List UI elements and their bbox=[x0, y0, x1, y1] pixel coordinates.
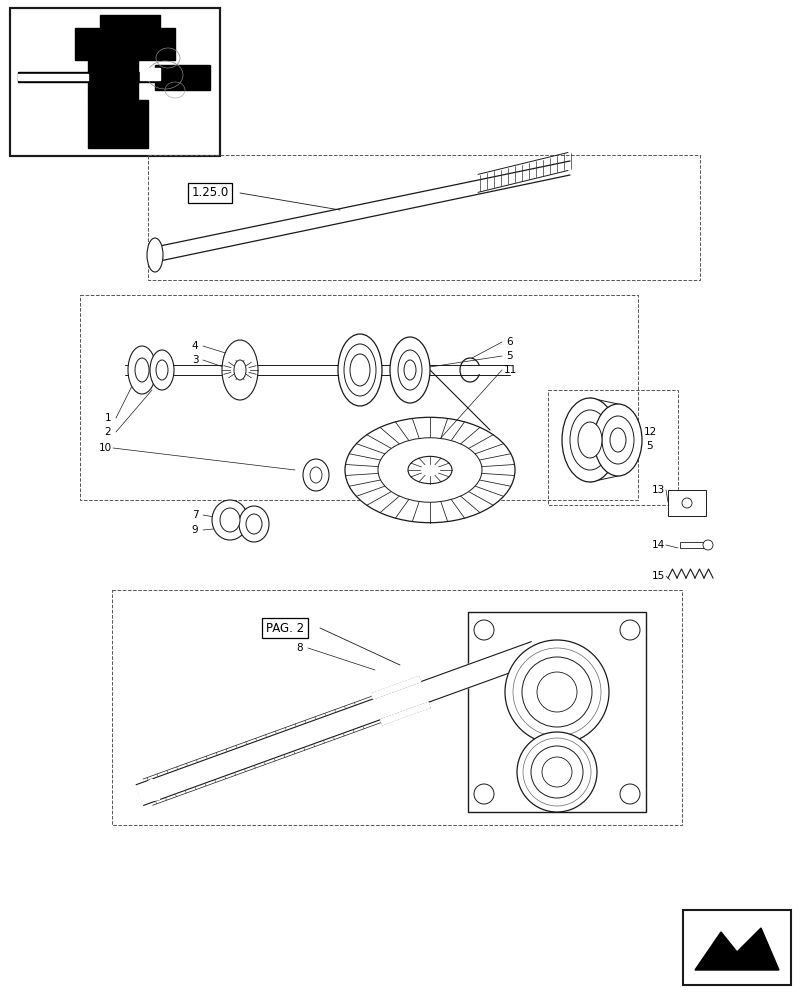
Polygon shape bbox=[18, 74, 88, 80]
Text: 13: 13 bbox=[650, 485, 664, 495]
Text: 12: 12 bbox=[642, 427, 656, 437]
Ellipse shape bbox=[530, 746, 582, 798]
Polygon shape bbox=[679, 542, 707, 548]
Ellipse shape bbox=[504, 640, 608, 744]
Bar bbox=[80, 295, 637, 500]
Text: 4: 4 bbox=[191, 341, 198, 351]
Ellipse shape bbox=[577, 422, 601, 458]
Bar bbox=[467, 612, 646, 812]
Ellipse shape bbox=[594, 404, 642, 476]
Ellipse shape bbox=[303, 459, 328, 491]
Text: 8: 8 bbox=[296, 643, 303, 653]
Polygon shape bbox=[136, 642, 538, 805]
Text: 11: 11 bbox=[503, 365, 516, 375]
Text: 1.25.0: 1.25.0 bbox=[191, 186, 229, 200]
Ellipse shape bbox=[620, 620, 639, 640]
Ellipse shape bbox=[702, 540, 712, 550]
Ellipse shape bbox=[135, 358, 148, 382]
Polygon shape bbox=[380, 702, 430, 725]
Ellipse shape bbox=[620, 784, 639, 804]
Bar bbox=[682, 910, 790, 985]
Text: 2: 2 bbox=[105, 427, 111, 437]
Ellipse shape bbox=[521, 657, 591, 727]
Ellipse shape bbox=[221, 340, 258, 400]
Ellipse shape bbox=[404, 360, 415, 380]
Polygon shape bbox=[100, 15, 160, 32]
Bar bbox=[148, 155, 699, 280]
Bar bbox=[667, 490, 705, 516]
Ellipse shape bbox=[389, 337, 430, 403]
Polygon shape bbox=[88, 30, 138, 100]
Polygon shape bbox=[18, 72, 155, 82]
Ellipse shape bbox=[344, 344, 375, 396]
Ellipse shape bbox=[234, 360, 246, 380]
Polygon shape bbox=[88, 100, 148, 148]
Bar bbox=[10, 8, 220, 156]
Bar bbox=[112, 590, 681, 825]
Text: PAG. 2: PAG. 2 bbox=[266, 621, 303, 635]
Ellipse shape bbox=[601, 416, 633, 464]
Text: 3: 3 bbox=[191, 355, 198, 365]
Ellipse shape bbox=[378, 438, 482, 502]
Bar bbox=[10, 8, 220, 156]
Text: 7: 7 bbox=[191, 510, 198, 520]
Bar bbox=[547, 390, 677, 505]
Ellipse shape bbox=[345, 417, 514, 523]
Polygon shape bbox=[667, 490, 705, 516]
Text: 6: 6 bbox=[506, 337, 513, 347]
Ellipse shape bbox=[536, 672, 577, 712]
Ellipse shape bbox=[128, 346, 156, 394]
Ellipse shape bbox=[212, 500, 247, 540]
Ellipse shape bbox=[474, 784, 493, 804]
Bar bbox=[679, 542, 707, 548]
Ellipse shape bbox=[569, 410, 609, 470]
Text: 10: 10 bbox=[98, 443, 111, 453]
Polygon shape bbox=[75, 28, 175, 60]
Ellipse shape bbox=[337, 334, 381, 406]
Polygon shape bbox=[155, 65, 210, 90]
Polygon shape bbox=[139, 68, 160, 80]
Ellipse shape bbox=[220, 508, 240, 532]
Ellipse shape bbox=[150, 350, 174, 390]
Ellipse shape bbox=[147, 238, 163, 272]
Text: 9: 9 bbox=[191, 525, 198, 535]
Ellipse shape bbox=[561, 398, 617, 482]
Polygon shape bbox=[371, 677, 420, 699]
Ellipse shape bbox=[517, 732, 596, 812]
Text: 5: 5 bbox=[506, 351, 513, 361]
Ellipse shape bbox=[541, 757, 571, 787]
Ellipse shape bbox=[350, 354, 370, 386]
Ellipse shape bbox=[609, 428, 625, 452]
Text: 14: 14 bbox=[650, 540, 664, 550]
Polygon shape bbox=[138, 779, 159, 801]
Ellipse shape bbox=[246, 514, 262, 534]
Text: 15: 15 bbox=[650, 571, 664, 581]
Ellipse shape bbox=[397, 350, 422, 390]
Ellipse shape bbox=[238, 506, 268, 542]
Text: 5: 5 bbox=[646, 441, 653, 451]
Polygon shape bbox=[694, 928, 778, 970]
Ellipse shape bbox=[407, 456, 452, 484]
Text: 1: 1 bbox=[105, 413, 111, 423]
Ellipse shape bbox=[156, 360, 168, 380]
Ellipse shape bbox=[474, 620, 493, 640]
Ellipse shape bbox=[310, 467, 322, 483]
